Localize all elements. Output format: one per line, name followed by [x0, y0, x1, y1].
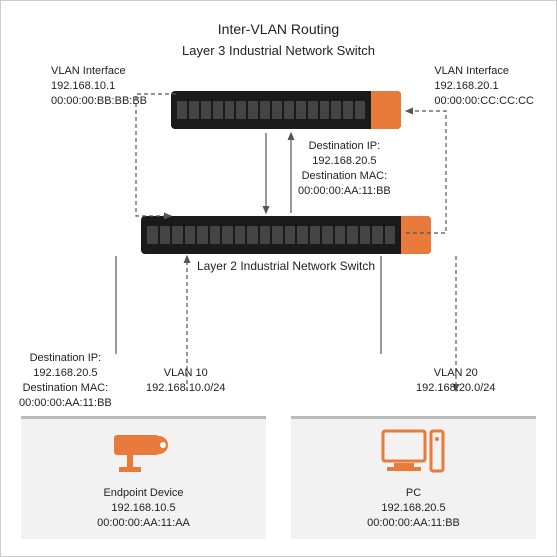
text: 192.168.10.0/24 [146, 381, 226, 396]
switch-cap [401, 216, 431, 254]
diagram-canvas: Inter-VLAN Routing Layer 3 Industrial Ne… [0, 0, 557, 557]
text: 00:00:00:AA:11:BB [19, 396, 112, 411]
switch-ports [147, 226, 395, 244]
text: 192.168.20.5 [291, 501, 536, 516]
text: VLAN 10 [146, 366, 226, 381]
camera-icon [109, 427, 179, 477]
text: 00:00:00:AA:11:AA [21, 516, 266, 531]
text: VLAN Interface [434, 64, 534, 79]
vlan-interface-left: VLAN Interface 192.168.10.1 00:00:00:BB:… [51, 64, 147, 109]
text: PC [291, 486, 536, 501]
text: 192.168.20.0/24 [416, 381, 496, 396]
vlan-interface-right: VLAN Interface 192.168.20.1 00:00:00:CC:… [434, 64, 534, 109]
subtitle: Layer 3 Industrial Network Switch [1, 43, 556, 58]
text: 192.168.20.1 [434, 79, 534, 94]
text: 192.168.10.1 [51, 79, 147, 94]
text: VLAN Interface [51, 64, 147, 79]
destination-left: Destination IP: 192.168.20.5 Destination… [19, 351, 112, 410]
text: 00:00:00:CC:CC:CC [434, 94, 534, 109]
text: 00:00:00:AA:11:BB [298, 184, 391, 199]
text: 00:00:00:BB:BB:BB [51, 94, 147, 109]
layer2-label: Layer 2 Industrial Network Switch [141, 259, 431, 273]
text: Endpoint Device [21, 486, 266, 501]
text: VLAN 20 [416, 366, 496, 381]
text: 192.168.20.5 [298, 154, 391, 169]
text: 00:00:00:AA:11:BB [291, 516, 536, 531]
text: Destination IP: [19, 351, 112, 366]
text: Destination IP: [298, 139, 391, 154]
page-title: Inter-VLAN Routing [1, 21, 556, 37]
endpoint-label: Endpoint Device 192.168.10.5 00:00:00:AA… [21, 486, 266, 531]
text: Destination MAC: [298, 169, 391, 184]
layer2-switch [141, 216, 431, 254]
text: 192.168.10.5 [21, 501, 266, 516]
vlan10-label: VLAN 10 192.168.10.0/24 [146, 366, 226, 396]
text: 192.168.20.5 [19, 366, 112, 381]
switch-cap [371, 91, 401, 129]
destination-top: Destination IP: 192.168.20.5 Destination… [298, 139, 391, 198]
layer3-switch [171, 91, 401, 129]
pc-box: PC 192.168.20.5 00:00:00:AA:11:BB [291, 416, 536, 539]
text: Destination MAC: [19, 381, 112, 396]
endpoint-box: Endpoint Device 192.168.10.5 00:00:00:AA… [21, 416, 266, 539]
pc-icon [379, 427, 449, 477]
vlan20-label: VLAN 20 192.168.20.0/24 [416, 366, 496, 396]
switch-ports [177, 101, 365, 119]
pc-label: PC 192.168.20.5 00:00:00:AA:11:BB [291, 486, 536, 531]
